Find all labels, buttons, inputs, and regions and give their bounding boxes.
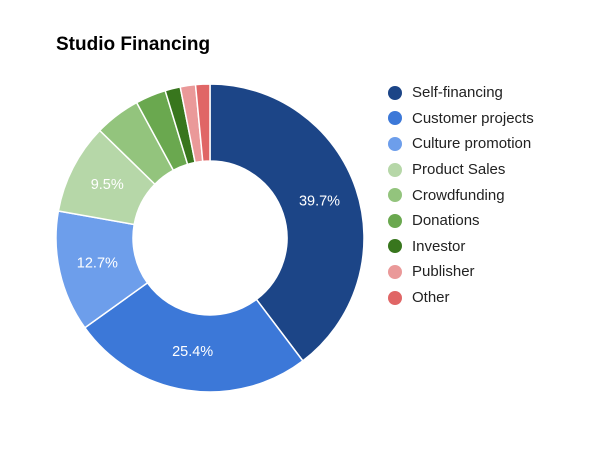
legend-label: Customer projects [412, 109, 534, 127]
slice-label-customer-projects: 25.4% [172, 344, 213, 360]
legend-item-crowdfunding: Crowdfunding [388, 182, 534, 208]
slice-self-financing [209, 83, 365, 362]
legend-swatch [388, 162, 402, 177]
legend-swatch [388, 136, 402, 151]
legend-item-investor: Investor [388, 234, 534, 260]
donut-slice-labels: 39.7% 25.4% 12.7% 9.5% [77, 177, 340, 360]
legend-swatch [388, 188, 402, 203]
legend-swatch [388, 264, 402, 279]
legend-label: Investor [412, 237, 466, 255]
slice-other [194, 83, 211, 163]
legend-item-culture-promotion: Culture promotion [388, 131, 534, 157]
legend-label: Donations [412, 212, 480, 230]
slice-customer-projects [83, 281, 304, 393]
legend-label: Culture promotion [412, 135, 532, 153]
legend-label: Self-financing [412, 84, 503, 102]
legend-item-self-financing: Self-financing [388, 80, 534, 106]
legend-item-donations: Donations [388, 208, 534, 234]
legend-item-customer-projects: Customer projects [388, 106, 534, 132]
legend-swatch [388, 85, 402, 100]
legend-swatch [388, 111, 402, 126]
slice-label-culture-promotion: 12.7% [77, 256, 118, 272]
legend-label: Crowdfunding [412, 186, 505, 204]
legend-label: Other [412, 289, 450, 307]
legend-swatch [388, 213, 402, 228]
donut-slices [55, 83, 365, 393]
legend-swatch [388, 290, 402, 305]
slice-label-product-sales: 9.5% [91, 177, 124, 193]
legend-label: Publisher [412, 263, 475, 281]
slice-label-self-financing: 39.7% [299, 193, 340, 209]
legend-item-other: Other [388, 285, 534, 311]
legend-item-product-sales: Product Sales [388, 157, 534, 183]
chart-legend: Self-financing Customer projects Culture p… [388, 80, 534, 310]
legend-swatch [388, 239, 402, 254]
legend-label: Product Sales [412, 161, 506, 179]
legend-item-publisher: Publisher [388, 259, 534, 285]
chart-title: Studio Financing [56, 34, 211, 55]
